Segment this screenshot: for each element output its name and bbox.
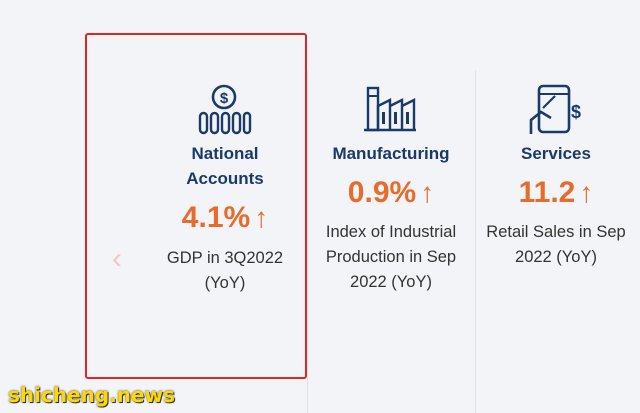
phone-payment-icon: $ xyxy=(527,82,583,138)
coins-money-icon: $ xyxy=(196,82,252,138)
up-arrow-icon: ↑ xyxy=(254,202,269,233)
metric-description: GDP in 3Q2022 (YoY) xyxy=(166,249,284,292)
metric-description: Index of Industrial Production in Sep 20… xyxy=(325,223,457,291)
card-title: Services xyxy=(521,144,591,163)
divider xyxy=(475,70,476,413)
card-title: National Accounts xyxy=(186,144,264,188)
watermark: shicheng.news xyxy=(8,383,175,407)
metric-value: 11.2 ↑ xyxy=(518,176,594,209)
divider xyxy=(307,70,308,413)
up-arrow-icon: ↑ xyxy=(579,177,594,208)
up-arrow-icon: ↑ xyxy=(420,177,435,208)
svg-text:$: $ xyxy=(571,102,581,122)
svg-text:$: $ xyxy=(220,90,229,107)
metric-value: 4.1% ↑ xyxy=(181,201,269,234)
card-title: Manufacturing xyxy=(332,144,450,163)
metric-value: 0.9% ↑ xyxy=(347,176,435,209)
metric-description: Retail Sales in Sep 2022 (YoY) xyxy=(486,223,626,266)
factory-icon xyxy=(362,82,418,138)
prev-chevron-icon[interactable]: ‹ xyxy=(112,242,122,275)
selected-card-frame[interactable] xyxy=(85,33,307,379)
